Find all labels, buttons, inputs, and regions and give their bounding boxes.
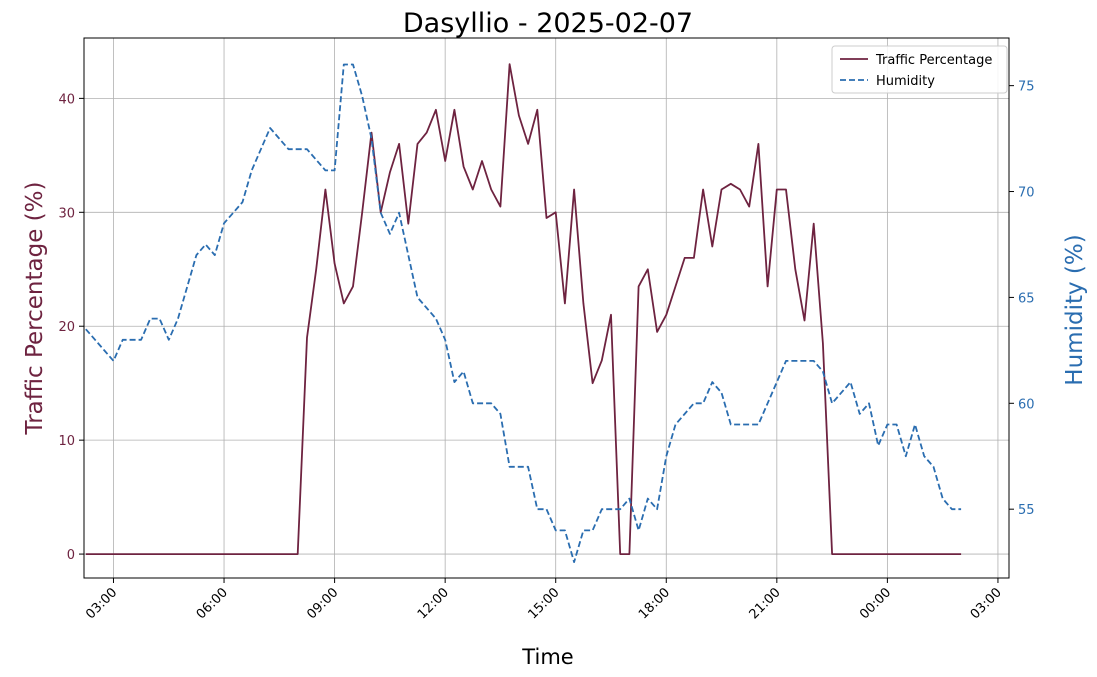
plot-frame — [83, 37, 1010, 579]
x-tick-label: 03:00 — [968, 585, 1005, 622]
x-tick-label: 06:00 — [194, 585, 231, 622]
y-left-tick-label: 30 — [58, 206, 75, 221]
y-right-tick-label: 60 — [1018, 397, 1035, 412]
chart-title: Dasyllio - 2025-02-07 — [403, 8, 693, 39]
legend: Traffic Percentage Humidity — [831, 45, 1008, 94]
x-tick-label: 09:00 — [304, 585, 341, 622]
y-left-tick-label: 40 — [58, 92, 75, 107]
legend-box — [831, 45, 1008, 94]
legend-humidity-label: Humidity — [876, 74, 935, 89]
x-axis-label: Time — [521, 645, 573, 669]
y-axis-label-right: Humidity (%) — [1062, 234, 1088, 385]
y-left-tick-label: 10 — [58, 434, 75, 449]
x-tick-label: 18:00 — [636, 585, 673, 622]
grid-lines — [84, 38, 1009, 578]
series-lines — [85, 63, 962, 563]
x-tick-label: 03:00 — [83, 585, 120, 622]
x-tick-label: 15:00 — [525, 585, 562, 622]
x-tick-label: 00:00 — [857, 585, 894, 622]
y-left-tick-label: 20 — [58, 320, 75, 335]
y-right-tick-label: 70 — [1018, 186, 1035, 201]
x-tick-label: 21:00 — [747, 585, 784, 622]
y-right-tick-label: 75 — [1018, 80, 1035, 95]
y-right-tick-label: 55 — [1018, 503, 1035, 518]
y-left-tick-label: 0 — [67, 548, 75, 563]
traffic-series-line — [85, 63, 962, 555]
humidity-series-line — [85, 63, 962, 563]
axes: 03:00 06:00 09:00 12:00 15:00 18:00 21:00 00:00… — [58, 80, 1034, 623]
y-axis-label-left: Traffic Percentage (%) — [22, 182, 48, 436]
y-right-tick-label: 65 — [1018, 291, 1035, 306]
legend-traffic-label: Traffic Percentage — [875, 53, 992, 68]
x-tick-label: 12:00 — [415, 585, 452, 622]
